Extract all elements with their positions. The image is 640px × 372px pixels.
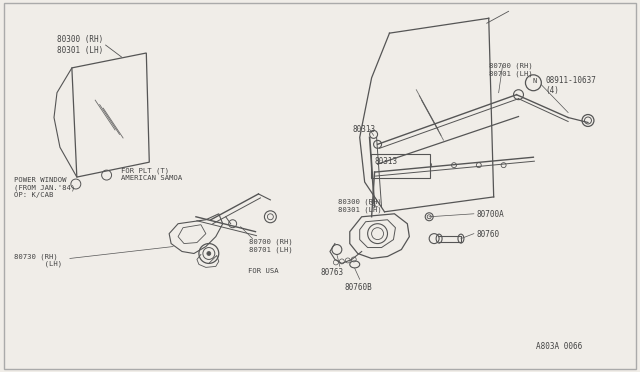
Text: FOR PLT (T)
AMERICAN SAMOA: FOR PLT (T) AMERICAN SAMOA: [122, 167, 183, 181]
Text: N: N: [532, 78, 536, 84]
Text: FOR USA: FOR USA: [248, 268, 278, 275]
Text: 80300 (RH)
80301 (LH): 80300 (RH) 80301 (LH): [338, 199, 381, 213]
Text: 80760B: 80760B: [345, 283, 372, 292]
Text: 80700A: 80700A: [477, 210, 504, 219]
Text: 80760: 80760: [477, 230, 500, 239]
Text: POWER WINDOW
(FROM JAN.'84)
OP: K/CAB: POWER WINDOW (FROM JAN.'84) OP: K/CAB: [14, 177, 76, 198]
Circle shape: [207, 251, 211, 256]
Text: 08911-10637
(4): 08911-10637 (4): [545, 76, 596, 95]
Text: 80313: 80313: [353, 125, 376, 134]
Text: A803A 0066: A803A 0066: [536, 342, 582, 351]
Text: 80700 (RH)
80701 (LH): 80700 (RH) 80701 (LH): [489, 63, 532, 77]
FancyBboxPatch shape: [371, 154, 430, 178]
Text: 80300 (RH)
80301 (LH): 80300 (RH) 80301 (LH): [57, 35, 103, 55]
Text: 80700 (RH)
80701 (LH): 80700 (RH) 80701 (LH): [248, 238, 292, 253]
Text: 80763: 80763: [320, 268, 343, 278]
Text: 80313: 80313: [374, 157, 397, 166]
Text: 80730 (RH)
       (LH): 80730 (RH) (LH): [14, 253, 63, 267]
